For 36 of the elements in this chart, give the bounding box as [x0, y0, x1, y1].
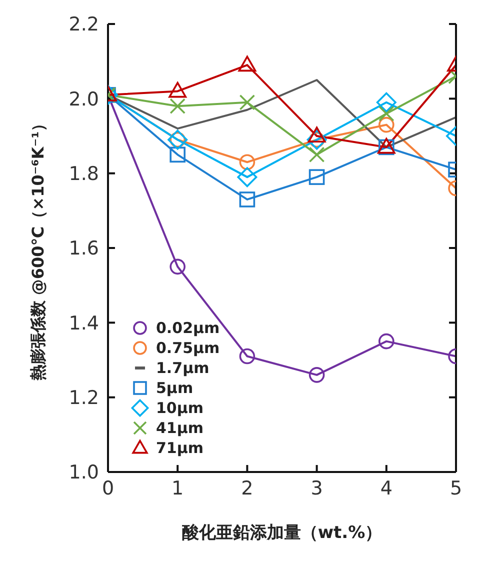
legend-label: 71μm [156, 438, 204, 458]
y-tick-label: 2.0 [68, 88, 99, 110]
legend-label: 1.7μm [156, 358, 210, 378]
y-axis-title: 熱膨張係数 @600℃（×10⁻⁶K⁻¹） [28, 115, 48, 382]
y-tick-label: 1.4 [68, 312, 99, 334]
x-tick-label: 1 [172, 477, 184, 500]
y-tick-label: 1.0 [68, 462, 99, 484]
legend-label: 0.02μm [156, 318, 220, 338]
point [308, 126, 326, 142]
point [239, 192, 256, 208]
x-axis-title: 酸化亜鉛添加量（wt.%） [182, 523, 382, 543]
legend-label: 0.75μm [156, 338, 220, 358]
x-tick-label: 2 [241, 477, 254, 500]
legend-label: 5μm [156, 378, 194, 398]
point [239, 154, 256, 170]
y-tick-label: 1.8 [68, 163, 99, 186]
y-tick-label: 1.2 [68, 387, 99, 410]
point [170, 146, 186, 163]
x-tick-label: 0 [102, 477, 114, 500]
x-tick-label: 4 [380, 477, 392, 500]
legend-label: 10μm [156, 398, 204, 418]
point [168, 82, 187, 98]
y-tick-label: 2.2 [68, 14, 99, 36]
point [239, 94, 256, 110]
legend-label: 41μm [156, 418, 204, 438]
point [170, 98, 186, 114]
point [237, 167, 258, 188]
point [170, 258, 186, 275]
point [308, 169, 325, 185]
y-tick-label: 1.6 [68, 238, 99, 260]
point [239, 348, 256, 364]
point [238, 56, 256, 72]
point [308, 146, 325, 163]
x-tick-label: 5 [450, 477, 462, 500]
point [308, 367, 325, 383]
x-tick-label: 3 [310, 477, 323, 500]
